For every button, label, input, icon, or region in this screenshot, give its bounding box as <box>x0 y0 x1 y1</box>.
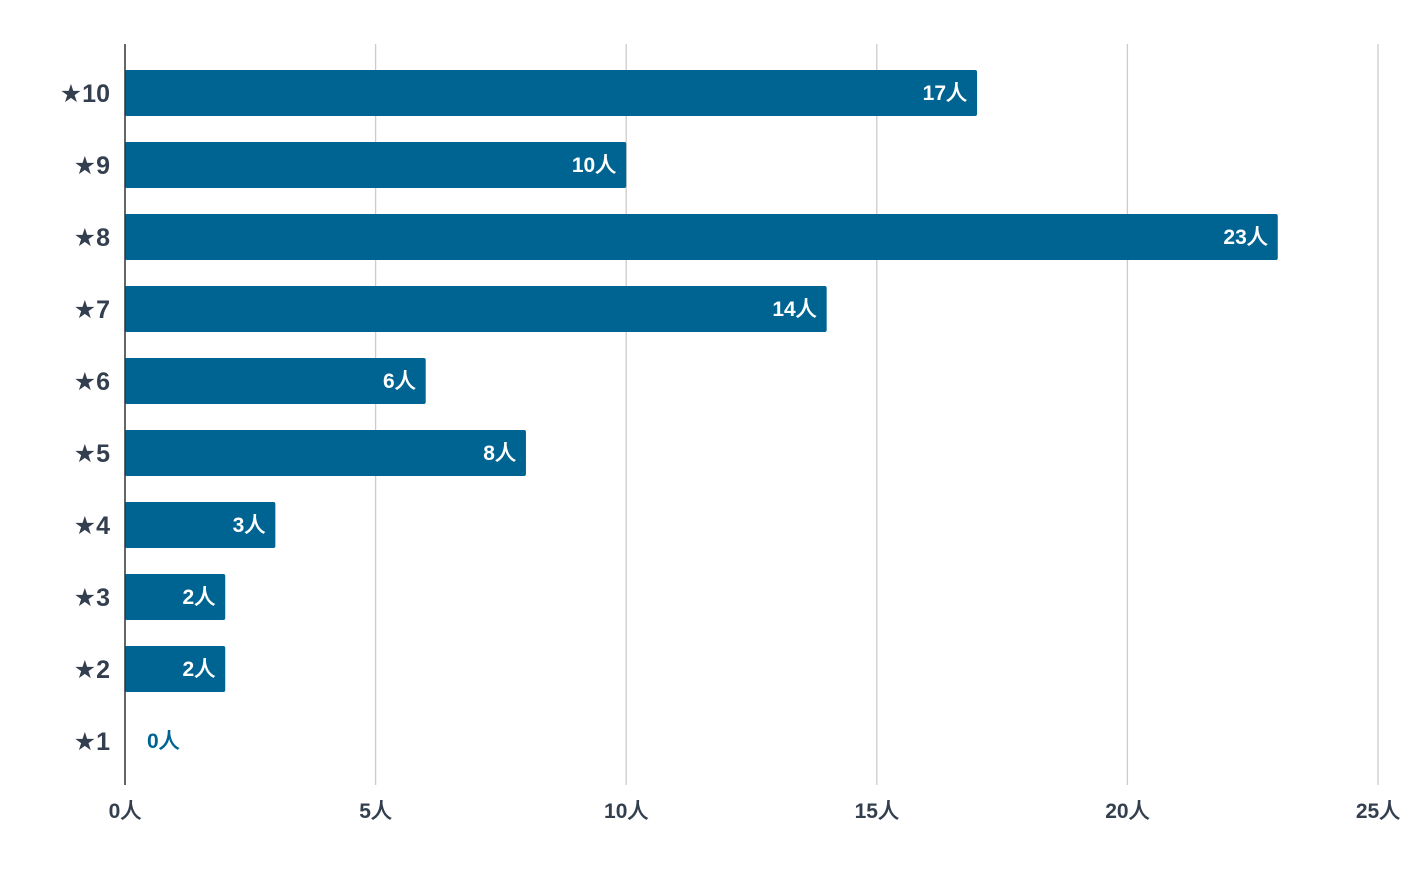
data-labels: 17人 10人 23人 14人 6人 8人 3人 2人 2人 0人 <box>147 82 1268 753</box>
bar <box>125 430 526 476</box>
x-tick-label: 20人 <box>1105 800 1149 823</box>
bar <box>125 358 426 404</box>
x-tick-label: 10人 <box>604 800 648 823</box>
bar <box>125 70 978 116</box>
y-axis-labels: ★10 ★9 ★8 ★7 ★6 ★5 ★4 ★3 ★2 ★1 <box>60 80 110 756</box>
y-category-label: ★8 <box>74 224 110 252</box>
bar <box>125 214 1278 260</box>
x-axis-tick-labels: 0人 5人 10人 15人 20人 25人 <box>109 800 1401 823</box>
bar <box>125 574 226 620</box>
data-label: 14人 <box>772 298 816 321</box>
y-category-label: ★6 <box>74 368 110 396</box>
y-category-label: ★3 <box>74 584 110 612</box>
y-category-label: ★9 <box>74 152 110 180</box>
bar <box>125 142 627 188</box>
x-tick-label: 5人 <box>359 800 392 823</box>
data-label: 17人 <box>923 82 967 105</box>
y-category-label: ★5 <box>74 440 110 468</box>
y-category-label: ★10 <box>60 80 110 108</box>
y-category-label: ★1 <box>74 728 110 756</box>
x-tick-label: 25人 <box>1356 800 1400 823</box>
bar <box>125 286 827 332</box>
bars <box>125 70 1278 692</box>
data-label: 6人 <box>383 370 416 393</box>
data-label: 2人 <box>183 586 216 609</box>
data-label: 2人 <box>183 658 216 681</box>
x-tick-label: 0人 <box>109 800 142 823</box>
data-label: 0人 <box>147 730 180 753</box>
data-label: 10人 <box>572 154 616 177</box>
data-label: 8人 <box>483 442 516 465</box>
x-tick-label: 15人 <box>855 800 899 823</box>
data-label: 3人 <box>233 514 266 537</box>
y-category-label: ★7 <box>74 296 110 324</box>
y-category-label: ★4 <box>74 512 110 540</box>
bar <box>125 646 226 692</box>
y-category-label: ★2 <box>74 656 110 684</box>
data-label: 23人 <box>1223 226 1267 249</box>
bar <box>125 502 276 548</box>
